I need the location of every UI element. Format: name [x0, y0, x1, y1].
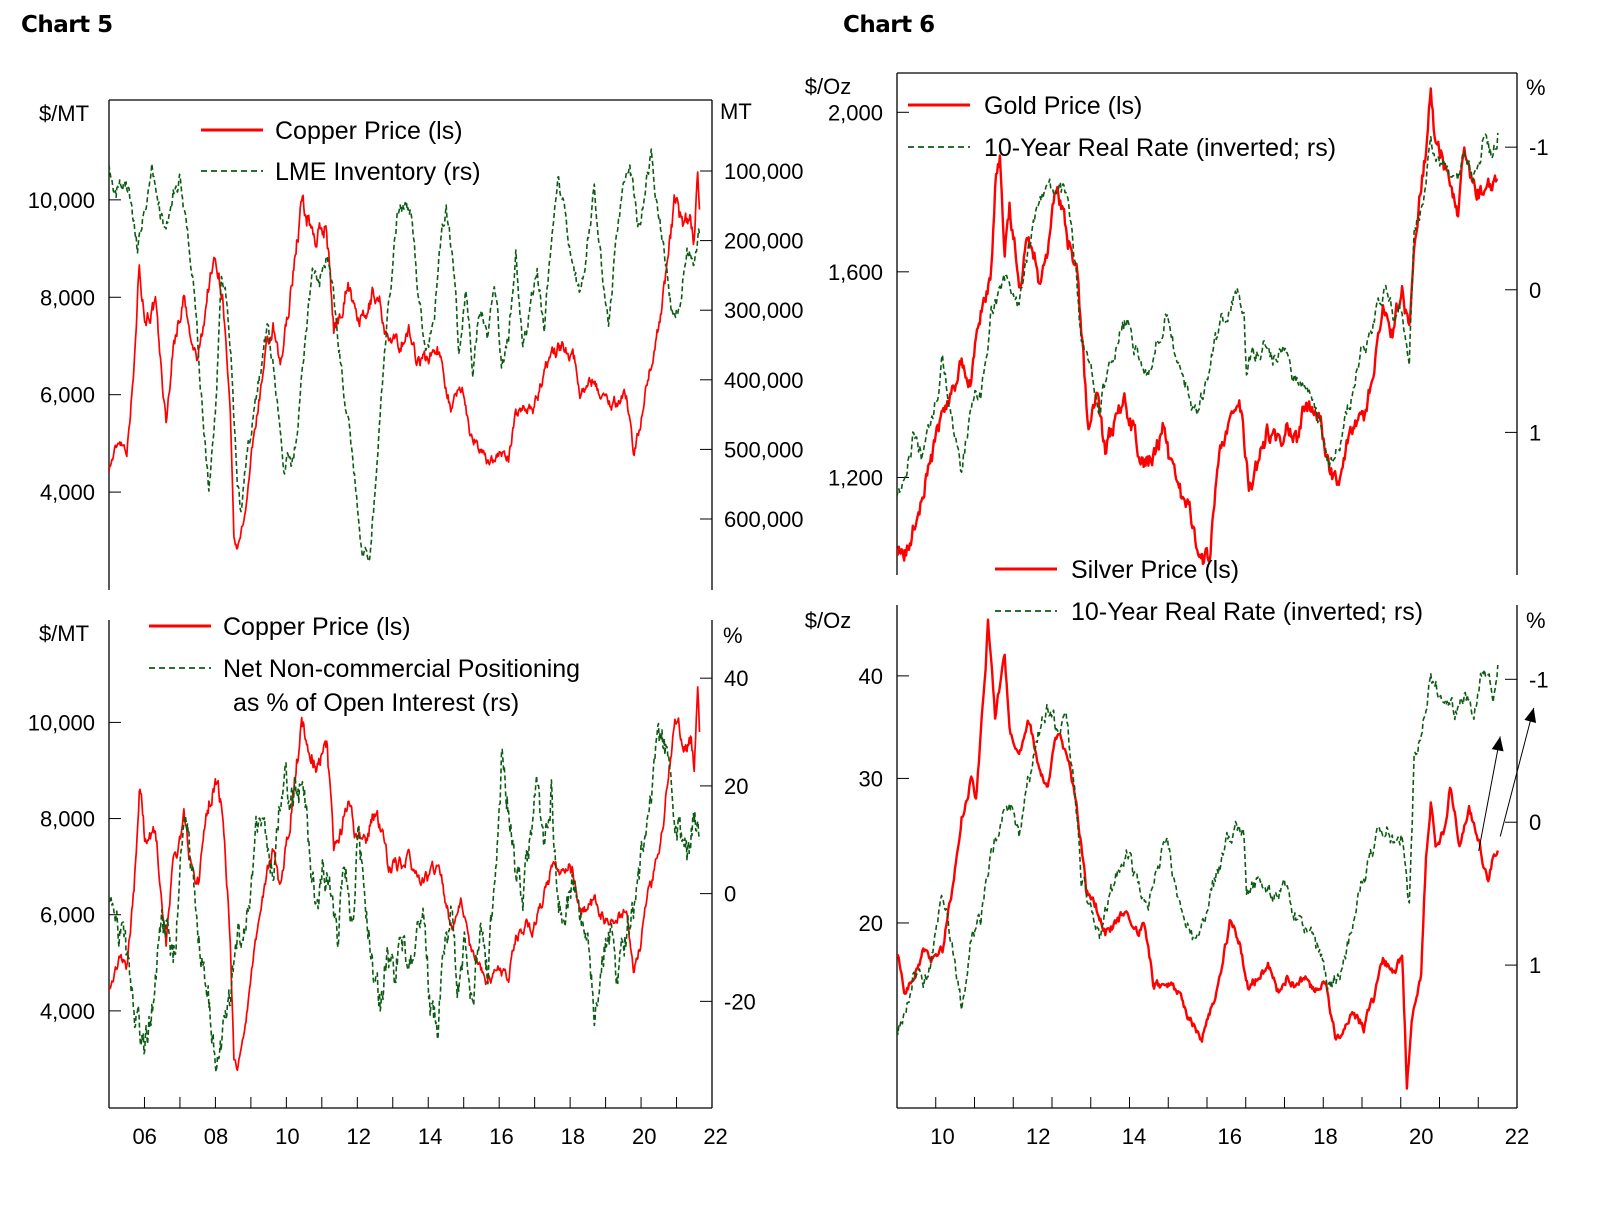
- right-axis-unit-label: %: [1526, 608, 1546, 633]
- right-tick-label: 600,000: [724, 507, 804, 532]
- left-tick-label: 4,000: [40, 480, 95, 505]
- left-tick-label: 40: [859, 664, 883, 689]
- x-tick-label: 10: [930, 1124, 954, 1149]
- chart6-title: Chart 6: [843, 12, 935, 38]
- series-line-price: [109, 171, 701, 550]
- left-axis-unit-label: $/MT: [39, 621, 89, 646]
- left-axis-unit-label: $/Oz: [805, 608, 851, 633]
- series-line-rs: [897, 664, 1499, 1035]
- annotation-arrow-line: [1478, 736, 1501, 851]
- series-line-rs: [109, 148, 701, 561]
- x-tick-label: 14: [418, 1124, 442, 1149]
- annotation-arrow-head: [1524, 707, 1537, 723]
- right-tick-label: 40: [724, 666, 748, 691]
- legend-label: 10-Year Real Rate (inverted; rs): [1071, 598, 1423, 626]
- right-tick-label: 20: [724, 774, 748, 799]
- x-tick-label: 12: [347, 1124, 371, 1149]
- right-tick-label: -1: [1529, 667, 1549, 692]
- left-tick-label: 1,600: [828, 260, 883, 285]
- legend-label: Silver Price (ls): [1071, 556, 1239, 584]
- annotation-arrow-line: [1499, 707, 1535, 837]
- x-tick-label: 18: [1313, 1124, 1337, 1149]
- right-tick-label: -1: [1529, 135, 1549, 160]
- left-tick-label: 4,000: [40, 999, 95, 1024]
- x-tick-label: 20: [1409, 1124, 1433, 1149]
- chart-panel-c6top: 2,000 1,600 1,200 -1 0 1 $/Oz % Gold Price (ls) 1…: [805, 72, 1549, 575]
- left-tick-label: 1,200: [828, 465, 883, 490]
- right-axis-unit-label: %: [723, 623, 743, 648]
- right-tick-label: 0: [1529, 278, 1541, 303]
- x-tick-label: 22: [703, 1124, 727, 1149]
- legend-label: LME Inventory (rs): [275, 158, 481, 186]
- series-line-price: [897, 618, 1499, 1090]
- left-tick-label: 10,000: [28, 710, 95, 735]
- x-tick-label: 14: [1122, 1124, 1146, 1149]
- left-axis-unit-label: $/MT: [39, 101, 89, 126]
- right-tick-label: 0: [724, 882, 736, 907]
- x-tick-label: 10: [275, 1124, 299, 1149]
- left-tick-label: 10,000: [28, 188, 95, 213]
- annotation-arrow-head: [1491, 736, 1504, 752]
- right-tick-label: 1: [1529, 420, 1541, 445]
- chart-panel-c5top: 10,000 8,000 6,000 4,000 100,000 200,000 300,0…: [28, 99, 804, 590]
- x-tick-label: 08: [204, 1124, 228, 1149]
- left-tick-label: 6,000: [40, 383, 95, 408]
- legend-label: Net Non-commercial Positioning: [223, 655, 580, 683]
- x-tick-label: 18: [561, 1124, 585, 1149]
- right-axis-unit-label: %: [1526, 75, 1546, 100]
- left-tick-label: 2,000: [828, 100, 883, 125]
- chart-panel-c6bot: 40 30 20 -1 0 1 $/Oz % 10 12 14 16 18 20 22 Silver Pric…: [805, 556, 1549, 1149]
- x-tick-label: 06: [132, 1124, 156, 1149]
- right-tick-label: 0: [1529, 810, 1541, 835]
- series-line-price: [109, 686, 701, 1072]
- right-tick-label: 100,000: [724, 159, 804, 184]
- legend-label: Copper Price (ls): [275, 117, 463, 145]
- right-axis-unit-label: MT: [720, 99, 752, 124]
- right-tick-label: 200,000: [724, 229, 804, 254]
- left-tick-label: 8,000: [40, 807, 95, 832]
- series-line-rs: [109, 722, 701, 1073]
- x-tick-label: 20: [632, 1124, 656, 1149]
- x-tick-label: 22: [1505, 1124, 1529, 1149]
- left-tick-label: 6,000: [40, 903, 95, 928]
- right-tick-label: 300,000: [724, 298, 804, 323]
- x-tick-label: 16: [489, 1124, 513, 1149]
- chart-panel-c5bot: 10,000 8,000 6,000 4,000 40 20 0 -20 $/MT % 06 08 10…: [28, 613, 756, 1149]
- series-line-rs: [897, 132, 1499, 497]
- left-axis-unit-label: $/Oz: [805, 74, 851, 99]
- left-tick-label: 20: [859, 911, 883, 936]
- left-tick-label: 30: [859, 766, 883, 791]
- legend-label: Gold Price (ls): [984, 92, 1142, 120]
- x-tick-label: 12: [1026, 1124, 1050, 1149]
- right-tick-label: 1: [1529, 953, 1541, 978]
- right-tick-label: 400,000: [724, 368, 804, 393]
- left-tick-label: 8,000: [40, 285, 95, 310]
- chart5-title: Chart 5: [21, 12, 113, 38]
- legend-label: 10-Year Real Rate (inverted; rs): [984, 134, 1336, 162]
- right-tick-label: -20: [724, 989, 756, 1014]
- x-tick-label: 16: [1217, 1124, 1241, 1149]
- legend-label-line2: as % of Open Interest (rs): [233, 689, 519, 717]
- legend-label: Copper Price (ls): [223, 613, 411, 641]
- right-tick-label: 500,000: [724, 437, 804, 462]
